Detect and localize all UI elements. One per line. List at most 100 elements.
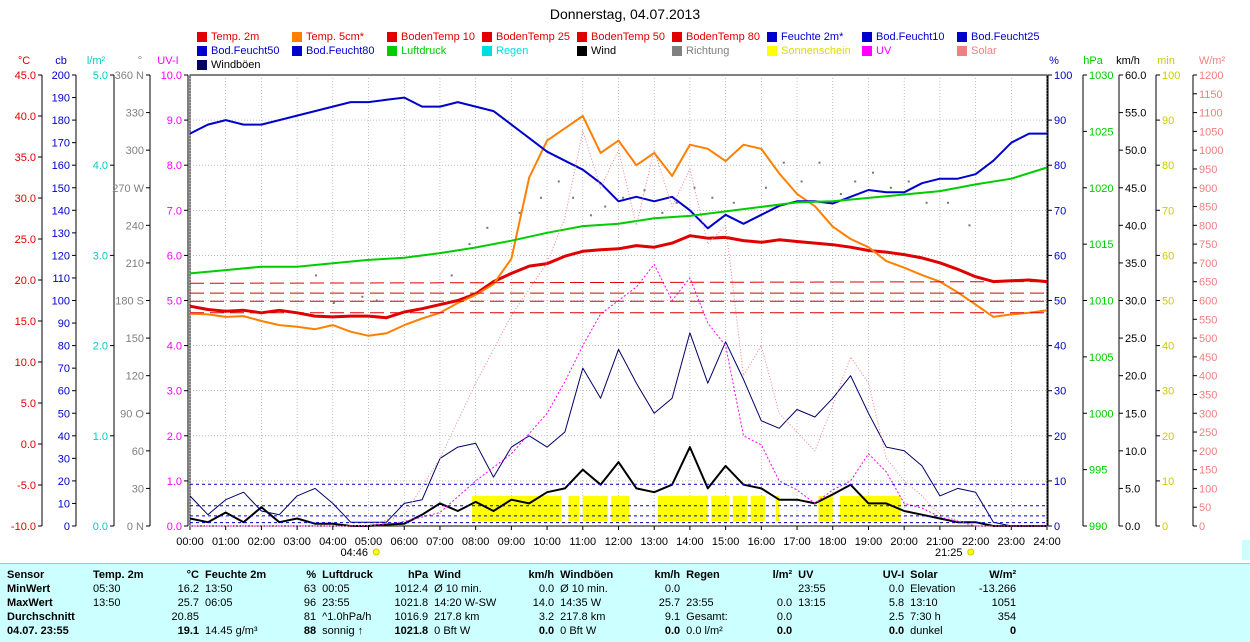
axis-tick-label: 35.0 [1125,258,1146,270]
axis-tick-label: 3.0 [167,386,182,398]
axis-tick-label: 350 [1199,389,1217,401]
stats-header: Temp. 2m [93,569,144,581]
direction-point [947,201,950,204]
stats-cell-value: 0.0 [664,583,681,595]
direction-point [872,171,875,174]
legend-swatch [672,32,682,42]
axis-tick-label: 20.0 [1125,371,1146,383]
legend-label: Solar [971,45,997,57]
x-tick-label: 20:00 [890,536,918,548]
axis-tick-label: 2.0 [93,341,108,353]
axis-tick-label: 30 [1162,386,1174,398]
stats-cell-note: 0.0 l/m² [686,625,723,637]
stats-cell-note [795,610,857,624]
x-tick-label: 07:00 [426,536,454,548]
stats-cell-value: 0.0 [776,597,793,609]
axis-tick-label: -10.0 [11,521,36,533]
stats-cell-value: 354 [997,611,1017,623]
axis-tick-label: 180 [52,115,70,127]
x-tick-label: 17:00 [783,536,811,548]
stats-cell-note: Ø 10 min. [434,583,482,595]
legend-swatch [957,46,967,56]
stats-cell-note: 0 Bft W [434,625,471,637]
stats-cell-note: Gesamt: [686,611,728,623]
axis-tick-label: 400 [1199,371,1217,383]
direction-point [450,274,453,277]
stats-cell-value: 20.85 [171,611,199,623]
stats-cell-value: 1051 [991,597,1017,609]
x-tick-label: 11:00 [569,536,596,548]
axis-tick-label: -5.0 [17,480,36,492]
legend-item: Feuchte 2m* [767,31,843,43]
axis-tick-label: 2.0 [167,431,182,443]
stats-cell-note: ^1.0hPa/h [322,611,372,623]
axis-tick-label: 250 [1199,427,1217,439]
axis-tick-label: 60 [58,386,70,398]
axis-tick-label: 900 [1199,183,1217,195]
direction-point [643,189,646,192]
axis-tick-label: 40 [1054,341,1066,353]
axis-tick-label: 450 [1199,352,1217,364]
x-tick-label: 05:00 [355,536,383,548]
axis-tick-label: 15.0 [1125,408,1146,420]
axis-tick-label: 5.0 [93,70,108,82]
chart-legend: Temp. 2m Temp. 5cm* BodenTemp 10 BodenTemp … [0,0,1250,75]
stats-cell-note: Elevation [910,583,956,595]
stats-header: Solar [910,569,938,581]
stats-cell-note: 14:35 W [560,597,602,609]
axis-tick-label: 650 [1199,277,1217,289]
axis-tick-label: 50 [58,408,70,420]
stats-row-label: MinWert [7,583,51,595]
stats-header-unit: % [306,569,317,581]
axis-tick-label: 120 [126,371,144,383]
direction-point [818,161,821,164]
stats-row-label: MaxWert [7,597,53,609]
sunshine-bar [472,495,562,522]
direction-point [661,211,664,214]
direction-point [604,205,607,208]
direction-point [764,186,767,189]
axis-tick-label: 100 [1199,483,1217,495]
axis-tick-label: 850 [1199,202,1217,214]
axis-tick-label: 100 [52,296,70,308]
legend-swatch [197,60,207,70]
axis-tick-label: 360 N [115,70,144,82]
legend-swatch [577,46,587,56]
direction-point [782,161,785,164]
stats-header-unit: °C [186,569,199,581]
x-tick-label: 15:00 [712,536,740,548]
stats-row: 04.07. 23:55 19.1 14.45 g/m³ 88 sonnig ↑ 1021… [4,624,1019,638]
stats-cell-value: 14.0 [532,597,555,609]
legend-label: Wind [591,45,617,57]
axis-tick-label: 1150 [1199,89,1223,101]
legend-label: Bod.Feucht80 [306,45,375,57]
stats-row-label: 04.07. 23:55 [7,625,69,637]
legend-swatch [862,46,872,56]
stats-cell-value: 0.0 [664,625,681,637]
axis-tick-label: 1015 [1089,239,1113,251]
legend-label: Temp. 2m [211,31,260,43]
axis-tick-label: 210 [126,258,144,270]
series-wind [189,446,1047,527]
scrollbar[interactable] [1242,540,1250,560]
axis-tick-label: 0.0 [93,521,108,533]
sunset-label: 21:25 [935,547,963,559]
stats-cell-note: 13:50 [93,597,121,609]
axis-tick-label: 0 [64,521,70,533]
x-tick-label: 10:00 [533,536,561,548]
legend-item: Bod.Feucht10 [862,31,945,43]
sunshine-bar [839,495,901,522]
axis-unit-label: l/m² [87,55,106,67]
axis-tick-label: 70 [1054,205,1066,217]
stats-cell-note: 14:20 W-SW [434,597,497,609]
direction-point [693,186,696,189]
legend-item: BodenTemp 50 [577,31,665,43]
x-tick-label: 08:00 [462,536,490,548]
legend-label: BodenTemp 10 [401,31,475,43]
axis-tick-label: 30 [132,483,144,495]
legend-label: Windböen [211,59,261,71]
legend-label: Richtung [686,45,730,57]
axis-tick-label: 45.0 [15,70,36,82]
stats-cell-value: 63 [303,583,317,595]
axis-tick-label: 950 [1199,164,1217,176]
